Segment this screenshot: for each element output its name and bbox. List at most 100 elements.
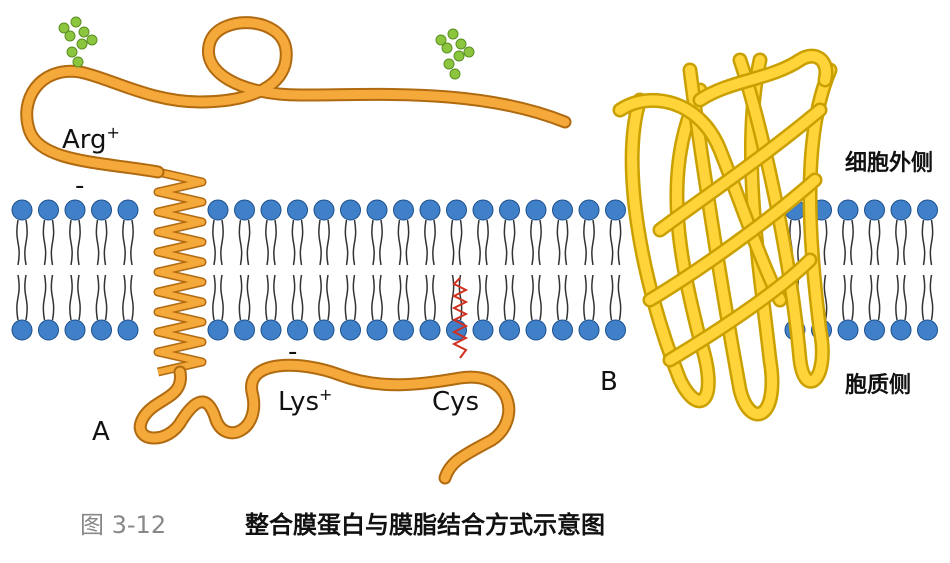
lipid-tail — [16, 219, 28, 266]
barrel-strand — [615, 95, 785, 305]
lipid-tail — [16, 274, 28, 321]
lipid-head — [366, 199, 388, 221]
lipid-tail — [424, 219, 436, 266]
helix-fill — [155, 169, 205, 375]
barrel-strand — [655, 105, 825, 235]
lipid-tail — [238, 274, 251, 321]
lipid-tail — [344, 274, 357, 321]
lipid-head — [864, 319, 885, 341]
label-cys: Cys — [432, 387, 479, 417]
lipid-head — [446, 199, 467, 221]
caption-number: 图 3-12 — [80, 511, 166, 539]
lipid-tail — [530, 274, 542, 321]
beta-barrel — [612, 48, 838, 422]
barrel-strand — [695, 51, 831, 105]
glycan-unit — [76, 38, 88, 50]
lipid-head — [366, 319, 388, 341]
lipid-head — [207, 199, 229, 221]
lipid-tail — [609, 274, 622, 321]
barrel-strand — [645, 175, 820, 305]
lipid-tail — [122, 219, 134, 266]
lipid-head — [234, 199, 255, 221]
lipid-tail — [42, 274, 55, 321]
glycan-unit — [455, 38, 467, 50]
lipid-head — [525, 199, 547, 221]
lipid-head — [91, 319, 112, 341]
lipid-head — [340, 319, 361, 341]
lipid-head — [578, 199, 600, 221]
transmembrane-helix — [153, 167, 207, 377]
lipid-head — [38, 319, 59, 341]
lipid-tail — [371, 274, 383, 321]
lipid-head — [552, 199, 573, 221]
barrel-strand — [627, 85, 714, 406]
lipid-tail — [609, 219, 622, 266]
glycan-unit — [86, 34, 98, 46]
lipid-tail — [842, 274, 854, 321]
lipid-head — [64, 199, 86, 221]
lipid-tail — [397, 219, 410, 266]
lipid-head — [11, 319, 33, 341]
lipid-head — [419, 319, 441, 341]
lipid-head — [91, 199, 112, 221]
lipid-head — [525, 319, 547, 341]
lipid-head — [578, 319, 600, 341]
lipid-tail — [895, 219, 907, 266]
lipid-head — [864, 199, 885, 221]
lipid-tail — [921, 274, 934, 321]
lipid-head — [917, 319, 938, 341]
lipid-head — [207, 319, 229, 341]
lipid-tail — [238, 219, 251, 266]
lipid-head — [419, 199, 441, 221]
lipid-head — [64, 319, 86, 341]
lipid-tail — [291, 219, 304, 266]
lipid-tail — [477, 219, 489, 266]
lipid-tail — [583, 274, 595, 321]
lipid-tail — [583, 219, 595, 266]
glycan-unit — [78, 26, 90, 38]
lipid-head — [605, 199, 626, 221]
label-lys-minus: - — [288, 337, 297, 367]
lipid-tail — [530, 219, 542, 266]
lipid-tail — [477, 274, 489, 321]
lipid-tail — [921, 219, 934, 266]
lipid-tail — [450, 274, 463, 321]
lipid-tail — [95, 219, 108, 266]
lipid-tail — [503, 274, 516, 321]
lipid-tail — [371, 219, 383, 266]
lipid-head — [287, 199, 308, 221]
lipid-tail — [842, 219, 854, 266]
lipid-tail — [69, 274, 81, 321]
barrel-strand — [665, 255, 815, 365]
lipid-head — [260, 199, 282, 221]
glycans — [58, 16, 475, 80]
label-arg: Arg+ — [62, 123, 120, 155]
lipid-tail — [291, 274, 304, 321]
caption-title: 整合膜蛋白与膜脂结合方式示意图 — [245, 511, 605, 539]
lipid-tail — [42, 219, 55, 266]
lipid-head — [837, 199, 859, 221]
lipid-head — [117, 319, 139, 341]
lipid-tail — [895, 274, 907, 321]
lipid-head — [117, 199, 139, 221]
label-cytoplasm: 胞质侧 — [845, 372, 911, 398]
lipid-tail — [868, 219, 881, 266]
lipid-head — [499, 319, 520, 341]
lipid-tail — [556, 274, 569, 321]
lipid-head — [287, 319, 308, 341]
lipid-head — [472, 199, 494, 221]
lipid-head — [499, 199, 520, 221]
lipid-head — [313, 199, 335, 221]
lipid-head — [605, 319, 626, 341]
glycan-unit — [453, 50, 465, 62]
lipid-head — [313, 319, 335, 341]
protein-a-outer-fill — [22, 18, 570, 177]
lipid-tail — [868, 274, 881, 321]
glycan-unit — [70, 16, 82, 28]
glycan-unit — [463, 46, 475, 58]
lipid-tail — [503, 219, 516, 266]
lipid-head — [234, 319, 255, 341]
lipid-tail — [397, 274, 410, 321]
lipid-tail — [212, 219, 224, 266]
lipid-head — [552, 319, 573, 341]
